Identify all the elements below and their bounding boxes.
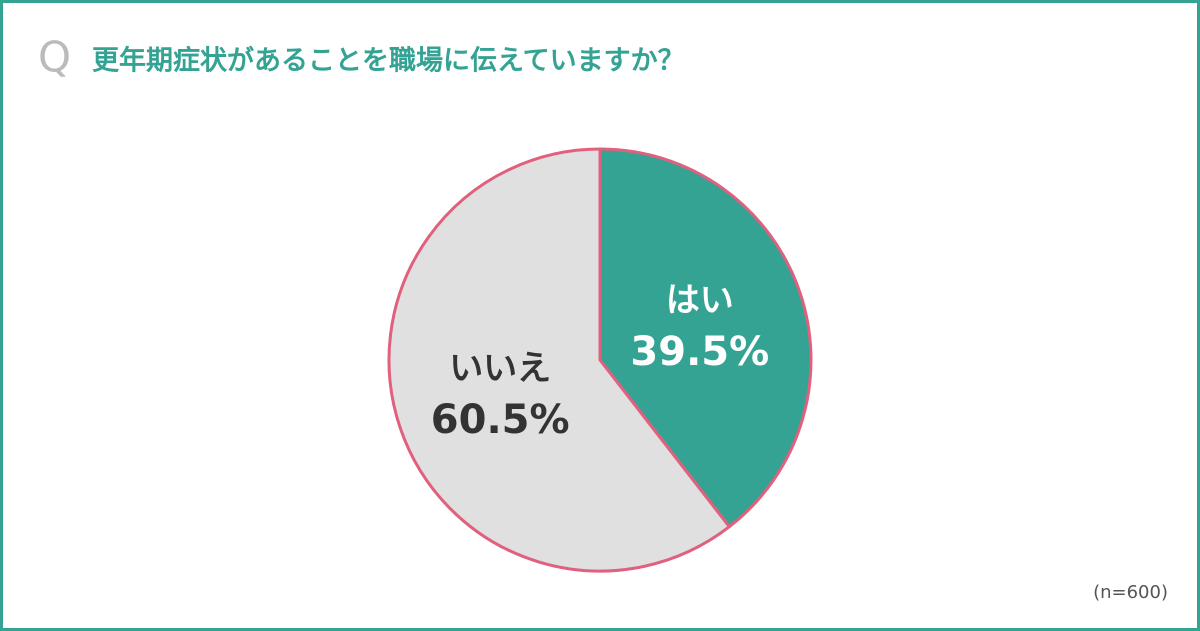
slice-value-label: 60.5%	[431, 397, 570, 443]
chart-title: 更年期症状があることを職場に伝えていますか？	[92, 45, 685, 77]
slice-label: はい	[666, 280, 734, 320]
pie-slice	[387, 147, 731, 573]
note: (n=600)	[1093, 582, 1168, 603]
slice-label: いいえ	[449, 349, 551, 389]
pie-slice	[598, 147, 813, 529]
slice-value-label: 39.5%	[630, 329, 769, 375]
question-marker: Q	[38, 33, 71, 82]
